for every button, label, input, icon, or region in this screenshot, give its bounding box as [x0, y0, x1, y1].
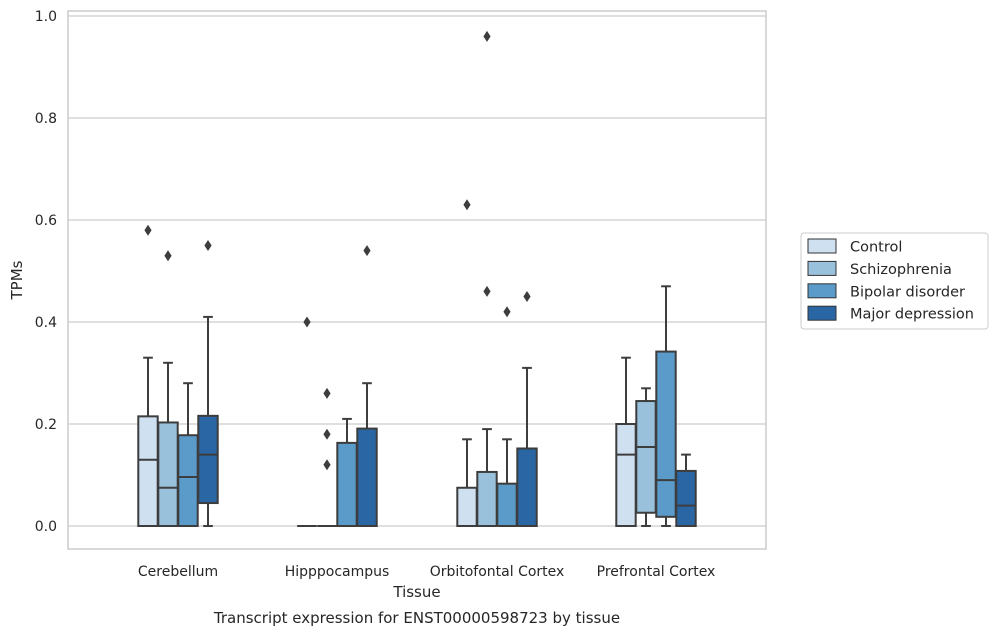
y-tick-label: 0.6	[35, 213, 57, 229]
legend-label: Major depression	[850, 307, 974, 323]
x-axis-ticks: Cerebellum Hipppocampus Orbitofontal Corte…	[138, 564, 715, 580]
outlier-point	[204, 240, 212, 251]
legend-swatch	[807, 283, 837, 299]
box-groups	[137, 30, 697, 528]
outlier-point	[164, 250, 172, 262]
box	[456, 486, 478, 527]
box	[137, 415, 159, 528]
outlier-point	[503, 306, 511, 318]
legend-swatch	[807, 260, 837, 276]
y-tick-label: 0.2	[35, 417, 57, 433]
legend-swatch	[807, 238, 837, 254]
plot-frame	[67, 10, 767, 550]
y-tick-label: 1.0	[35, 9, 57, 25]
outlier-point	[144, 224, 152, 236]
box	[336, 441, 358, 527]
outlier-point	[483, 285, 491, 297]
box-group	[297, 245, 378, 527]
box	[157, 421, 179, 527]
y-axis-title: TPMs	[8, 260, 26, 300]
y-axis-ticks: 0.0 0.2 0.4 0.6 0.8 1.0	[35, 9, 57, 535]
box	[615, 423, 637, 527]
x-tick-label: Cerebellum	[138, 564, 218, 580]
outlier-point	[323, 428, 331, 440]
box-group	[456, 30, 538, 528]
box	[476, 470, 498, 528]
box	[197, 414, 219, 505]
chart-caption: Transcript expression for ENST0000059872…	[213, 609, 620, 627]
legend-swatch	[807, 305, 837, 321]
outlier-point	[303, 316, 311, 328]
x-axis-title: Tissue	[392, 583, 440, 601]
legend-label: Bipolar disorder	[850, 284, 965, 300]
legend-label: Control	[850, 240, 902, 256]
box	[177, 434, 199, 527]
box	[516, 447, 538, 528]
outlier-point	[523, 291, 531, 302]
box	[675, 469, 697, 528]
box-group	[137, 224, 219, 528]
box	[635, 400, 657, 514]
box-group	[615, 285, 697, 528]
legend-label: Schizophrenia	[850, 262, 952, 278]
legend-frame	[800, 232, 989, 330]
outlier-point	[463, 199, 471, 211]
y-tick-label: 0.8	[35, 111, 57, 127]
box	[655, 350, 677, 518]
outlier-point	[363, 245, 371, 257]
box	[496, 482, 518, 528]
x-tick-label: Hipppocampus	[285, 564, 390, 580]
legend: Control Schizophrenia Bipolar disorder Majo…	[800, 232, 989, 330]
x-tick-label: Orbitofontal Cortex	[430, 564, 565, 580]
y-tick-label: 0.4	[35, 315, 57, 331]
y-tick-label: 0.0	[35, 519, 57, 535]
outlier-point	[323, 459, 331, 471]
outlier-point	[483, 30, 491, 42]
x-tick-label: Prefrontal Cortex	[597, 564, 716, 580]
outlier-point	[323, 387, 331, 399]
box	[356, 427, 378, 527]
